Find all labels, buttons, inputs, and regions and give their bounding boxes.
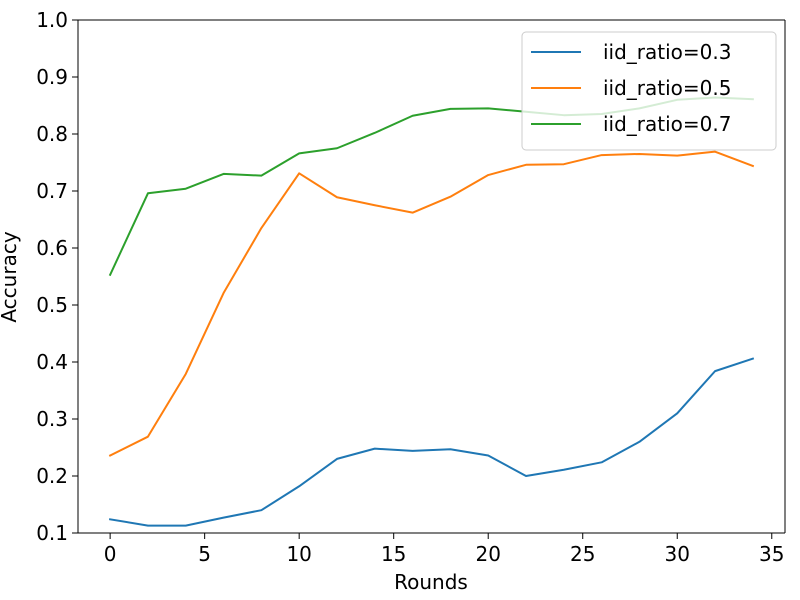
legend-label-0: iid_ratio=0.3 <box>603 40 732 64</box>
series-line-1 <box>108 150 755 457</box>
y-tick-label: 0.8 <box>36 122 68 146</box>
y-axis-ticks: 0.1 0.2 0.3 0.4 0.5 0.6 0.7 0.8 0.9 1.0 <box>36 8 78 545</box>
axes-frame <box>77 19 786 534</box>
y-tick-label: 0.9 <box>36 65 68 89</box>
y-tick-label: 0.1 <box>36 521 68 545</box>
x-axis-ticks: 0 5 10 15 20 25 30 35 <box>104 533 784 566</box>
series-line-0 <box>108 357 755 527</box>
x-tick-label: 30 <box>665 542 690 566</box>
legend-box <box>521 31 777 151</box>
legend-label-2: iid_ratio=0.7 <box>603 112 732 136</box>
legend-label-1: iid_ratio=0.5 <box>603 76 732 100</box>
x-tick-label: 10 <box>286 542 311 566</box>
y-tick-label: 0.6 <box>36 236 68 260</box>
x-tick-label: 25 <box>570 542 595 566</box>
y-tick-label: 0.5 <box>36 293 68 317</box>
y-axis-label: Accuracy <box>0 231 21 322</box>
y-tick-label: 0.3 <box>36 407 68 431</box>
y-tick-label: 1.0 <box>36 8 68 32</box>
x-tick-label: 20 <box>475 542 500 566</box>
x-tick-label: 0 <box>104 542 117 566</box>
y-tick-label: 0.2 <box>36 464 68 488</box>
x-tick-label: 35 <box>759 542 784 566</box>
legend: iid_ratio=0.3 iid_ratio=0.5 iid_ratio=0.7 <box>521 31 777 151</box>
x-axis-label: Rounds <box>394 570 468 594</box>
x-tick-label: 5 <box>198 542 211 566</box>
y-tick-label: 0.4 <box>36 350 68 374</box>
x-tick-label: 15 <box>381 542 406 566</box>
y-tick-label: 0.7 <box>36 179 68 203</box>
